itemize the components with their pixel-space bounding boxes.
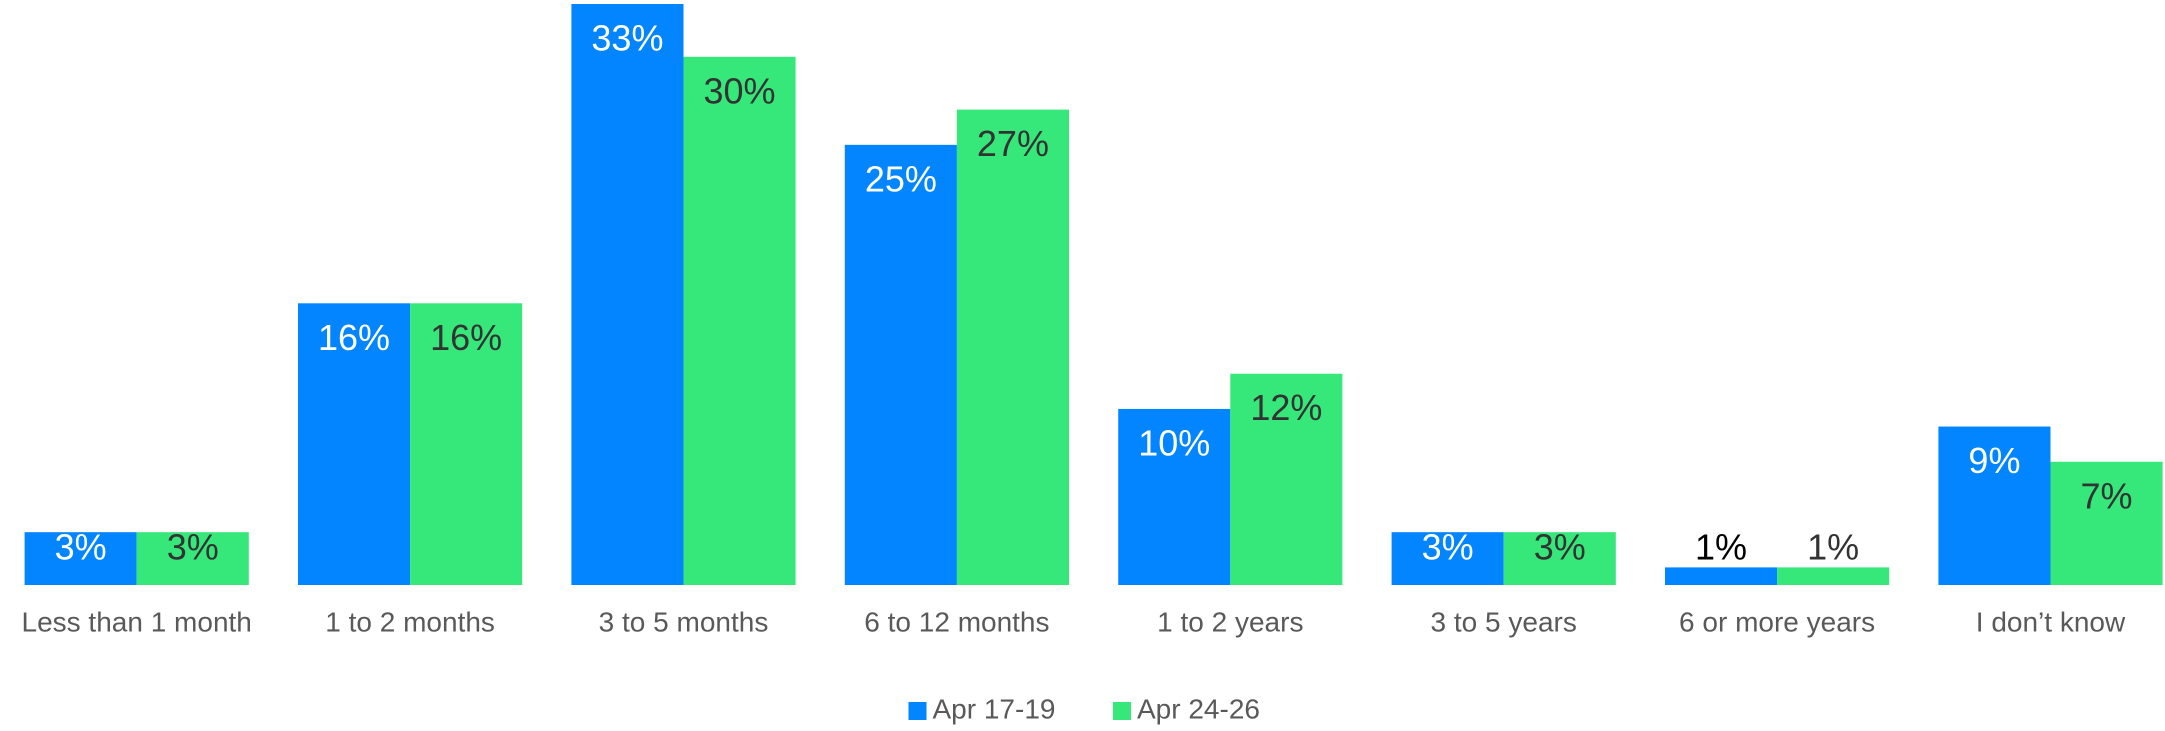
- value-label: 9%: [1968, 440, 2020, 481]
- value-label: 7%: [2081, 475, 2133, 516]
- bar: [2050, 461, 2163, 585]
- value-label: 1%: [1807, 527, 1859, 568]
- value-label: 3%: [1422, 527, 1474, 568]
- legend-label: Apr 17-19: [933, 693, 1056, 724]
- value-label: 16%: [318, 317, 390, 358]
- value-label: 3%: [167, 527, 219, 568]
- bar: [1665, 567, 1778, 585]
- x-tick-label: 6 or more years: [1679, 606, 1875, 637]
- bar: [298, 303, 411, 585]
- bar: [1118, 408, 1231, 585]
- legend-swatch: [1113, 702, 1131, 720]
- value-label: 10%: [1138, 422, 1210, 463]
- bar: [1391, 532, 1504, 585]
- bar: [571, 4, 684, 585]
- bar: [683, 56, 796, 586]
- legend-label: Apr 24-26: [1137, 693, 1260, 724]
- bar: [24, 532, 137, 585]
- value-label: 3%: [55, 527, 107, 568]
- value-label: 30%: [704, 70, 776, 111]
- bar: [410, 303, 523, 585]
- legend-swatch: [908, 702, 927, 720]
- x-tick-label: 1 to 2 years: [1157, 606, 1303, 637]
- bar: [1503, 532, 1616, 585]
- x-tick-label: Less than 1 month: [22, 606, 252, 637]
- value-label: 16%: [430, 317, 502, 358]
- value-label: 33%: [591, 18, 663, 59]
- x-tick-label: 6 to 12 months: [864, 606, 1049, 637]
- x-tick-label: 1 to 2 months: [325, 606, 495, 637]
- bar: [844, 144, 957, 585]
- bar: [1777, 567, 1890, 585]
- bar: [956, 109, 1069, 586]
- value-label: 25%: [865, 158, 937, 199]
- x-tick-label: I don’t know: [1976, 606, 2126, 637]
- value-label: 27%: [977, 123, 1049, 164]
- value-label: 12%: [1250, 387, 1322, 428]
- x-tick-label: 3 to 5 years: [1431, 606, 1577, 637]
- bar: [136, 532, 249, 585]
- bar: [1230, 373, 1343, 585]
- x-tick-label: 3 to 5 months: [599, 606, 769, 637]
- value-label: 1%: [1695, 527, 1747, 568]
- bar: [1938, 426, 2051, 585]
- value-label: 3%: [1534, 527, 1586, 568]
